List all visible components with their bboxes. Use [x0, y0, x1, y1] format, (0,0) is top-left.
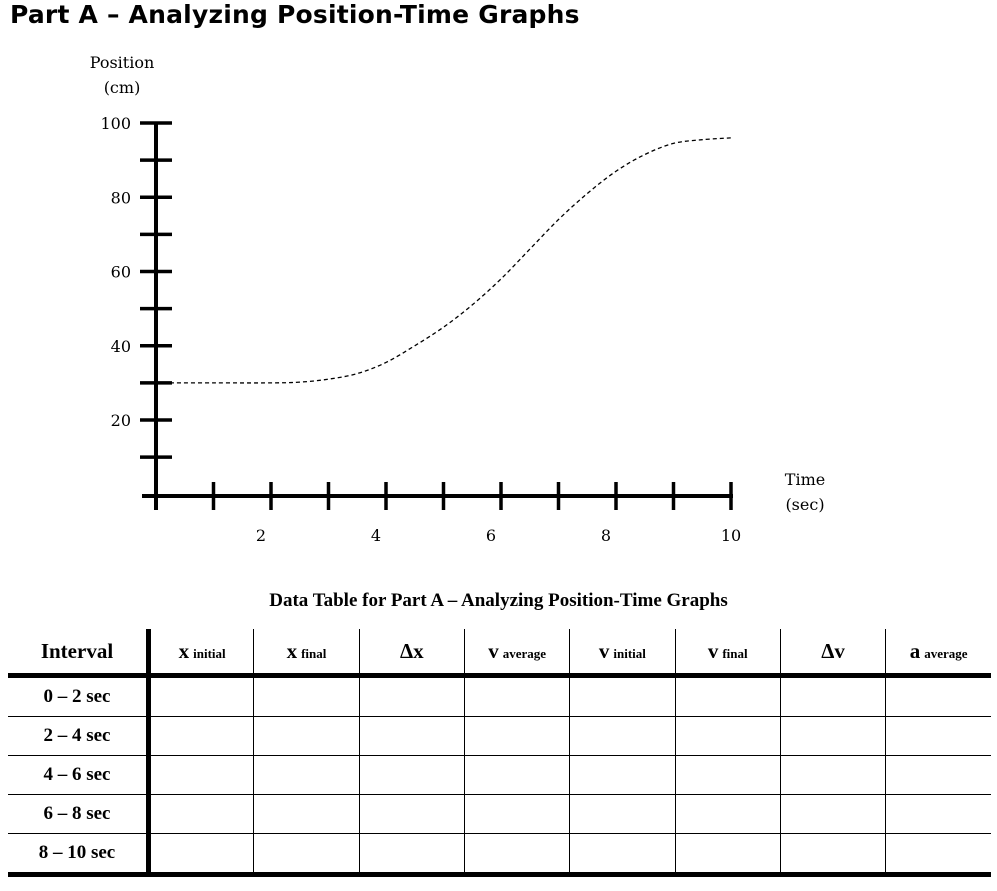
column-header: a average [885, 629, 991, 678]
table-cell [358, 716, 465, 756]
table-row: 8 – 10 sec [8, 833, 991, 877]
column-header: v average [463, 629, 571, 678]
table-cell [147, 833, 255, 877]
column-header-subscript: average [502, 645, 546, 661]
x-axis-label-line2: (sec) [785, 495, 824, 514]
table-cell [253, 755, 360, 795]
table-cell [779, 833, 887, 877]
table-cell [885, 794, 991, 834]
table-row: 4 – 6 sec [8, 755, 991, 795]
table-cell [147, 716, 255, 756]
interval-label: 8 – 10 sec [8, 833, 151, 877]
column-header-subscript: final [301, 645, 327, 661]
table-cell [885, 833, 991, 877]
column-header: x initial [147, 629, 255, 678]
table-cell [358, 755, 465, 795]
table-cell [463, 755, 571, 795]
x-tick-label: 8 [601, 526, 611, 545]
table-cell [147, 794, 255, 834]
y-axis-label-line1: Position [90, 53, 155, 72]
column-header: x final [253, 629, 360, 678]
page-title: Part A – Analyzing Position-Time Graphs [10, 0, 580, 29]
interval-label: 0 – 2 sec [8, 675, 151, 717]
x-axis-label-line1: Time [785, 470, 825, 489]
table-cell [674, 716, 781, 756]
table-cell [779, 794, 887, 834]
table-cell [569, 833, 676, 877]
chart-tick-labels: 20 40 60 80 100 2 4 6 8 10 [100, 114, 741, 545]
table-cell [779, 675, 887, 717]
x-tick-label: 4 [371, 526, 381, 545]
table-cell [674, 833, 781, 877]
column-header-symbol: Interval [40, 638, 114, 663]
y-tick-label: 100 [100, 114, 131, 133]
table-cell [569, 716, 676, 756]
table-cell [463, 833, 571, 877]
column-header-symbol: Δv [821, 638, 845, 663]
interval-label: 6 – 8 sec [8, 794, 151, 834]
table-row: 2 – 4 sec [8, 716, 991, 756]
chart-ticks [140, 121, 733, 510]
table-cell [147, 755, 255, 795]
table-row: 0 – 2 sec [8, 675, 991, 717]
position-curve [155, 137, 732, 384]
column-header-symbol: v [598, 638, 610, 663]
table-cell [885, 716, 991, 756]
column-header: Δx [358, 629, 465, 678]
column-header-symbol: x [286, 638, 298, 663]
column-header-symbol: v [488, 638, 499, 663]
table-cell [463, 716, 571, 756]
x-tick-label: 6 [486, 526, 496, 545]
column-header-symbol: Δx [399, 638, 424, 663]
table-cell [779, 755, 887, 795]
table-cell [885, 755, 991, 795]
table-cell [358, 675, 465, 717]
table-cell [253, 675, 360, 717]
table-caption: Data Table for Part A – Analyzing Positi… [269, 590, 728, 611]
table-cell [358, 833, 465, 877]
y-tick-label: 20 [111, 411, 131, 430]
column-header-subscript: initial [193, 645, 226, 661]
table-cell [358, 794, 465, 834]
y-axis-label-line2: (cm) [104, 78, 141, 97]
table-cell [674, 755, 781, 795]
column-header: v initial [569, 629, 676, 678]
table-cell [569, 755, 676, 795]
table-cell [463, 675, 571, 717]
y-tick-label: 60 [111, 263, 131, 282]
x-tick-label: 2 [256, 526, 266, 545]
table-cell [569, 675, 676, 717]
table-cell [253, 794, 360, 834]
table-header-row: Interval x initial x final Δx v average v initial… [8, 629, 991, 678]
chart-series [155, 137, 732, 384]
table-cell [569, 794, 676, 834]
column-header-symbol: x [178, 638, 190, 663]
table-cell [674, 794, 781, 834]
column-header: Interval [8, 629, 151, 678]
table-cell [253, 716, 360, 756]
column-header: Δv [779, 629, 887, 678]
y-tick-label: 40 [111, 337, 131, 356]
table-cell [147, 675, 255, 717]
column-header-symbol: v [707, 638, 719, 663]
x-tick-label: 10 [721, 526, 741, 545]
chart-axes [142, 123, 733, 510]
table-row: 6 – 8 sec [8, 794, 991, 834]
table-cell [674, 675, 781, 717]
column-header-symbol: a [909, 638, 921, 663]
column-header-subscript: final [722, 645, 748, 661]
data-table: Interval x initial x final Δx v average v initial… [8, 629, 991, 877]
interval-label: 4 – 6 sec [8, 755, 151, 795]
y-tick-label: 80 [111, 188, 131, 207]
interval-label: 2 – 4 sec [8, 716, 151, 756]
table-cell [253, 833, 360, 877]
table-cell [779, 716, 887, 756]
column-header: v final [674, 629, 781, 678]
column-header-subscript: initial [613, 645, 646, 661]
table-cell [885, 675, 991, 717]
position-time-chart: Position (cm) Time (sec) 20 40 60 80 100 2 4 6 8… [90, 53, 826, 545]
column-header-subscript: average [924, 645, 968, 661]
table-cell [463, 794, 571, 834]
